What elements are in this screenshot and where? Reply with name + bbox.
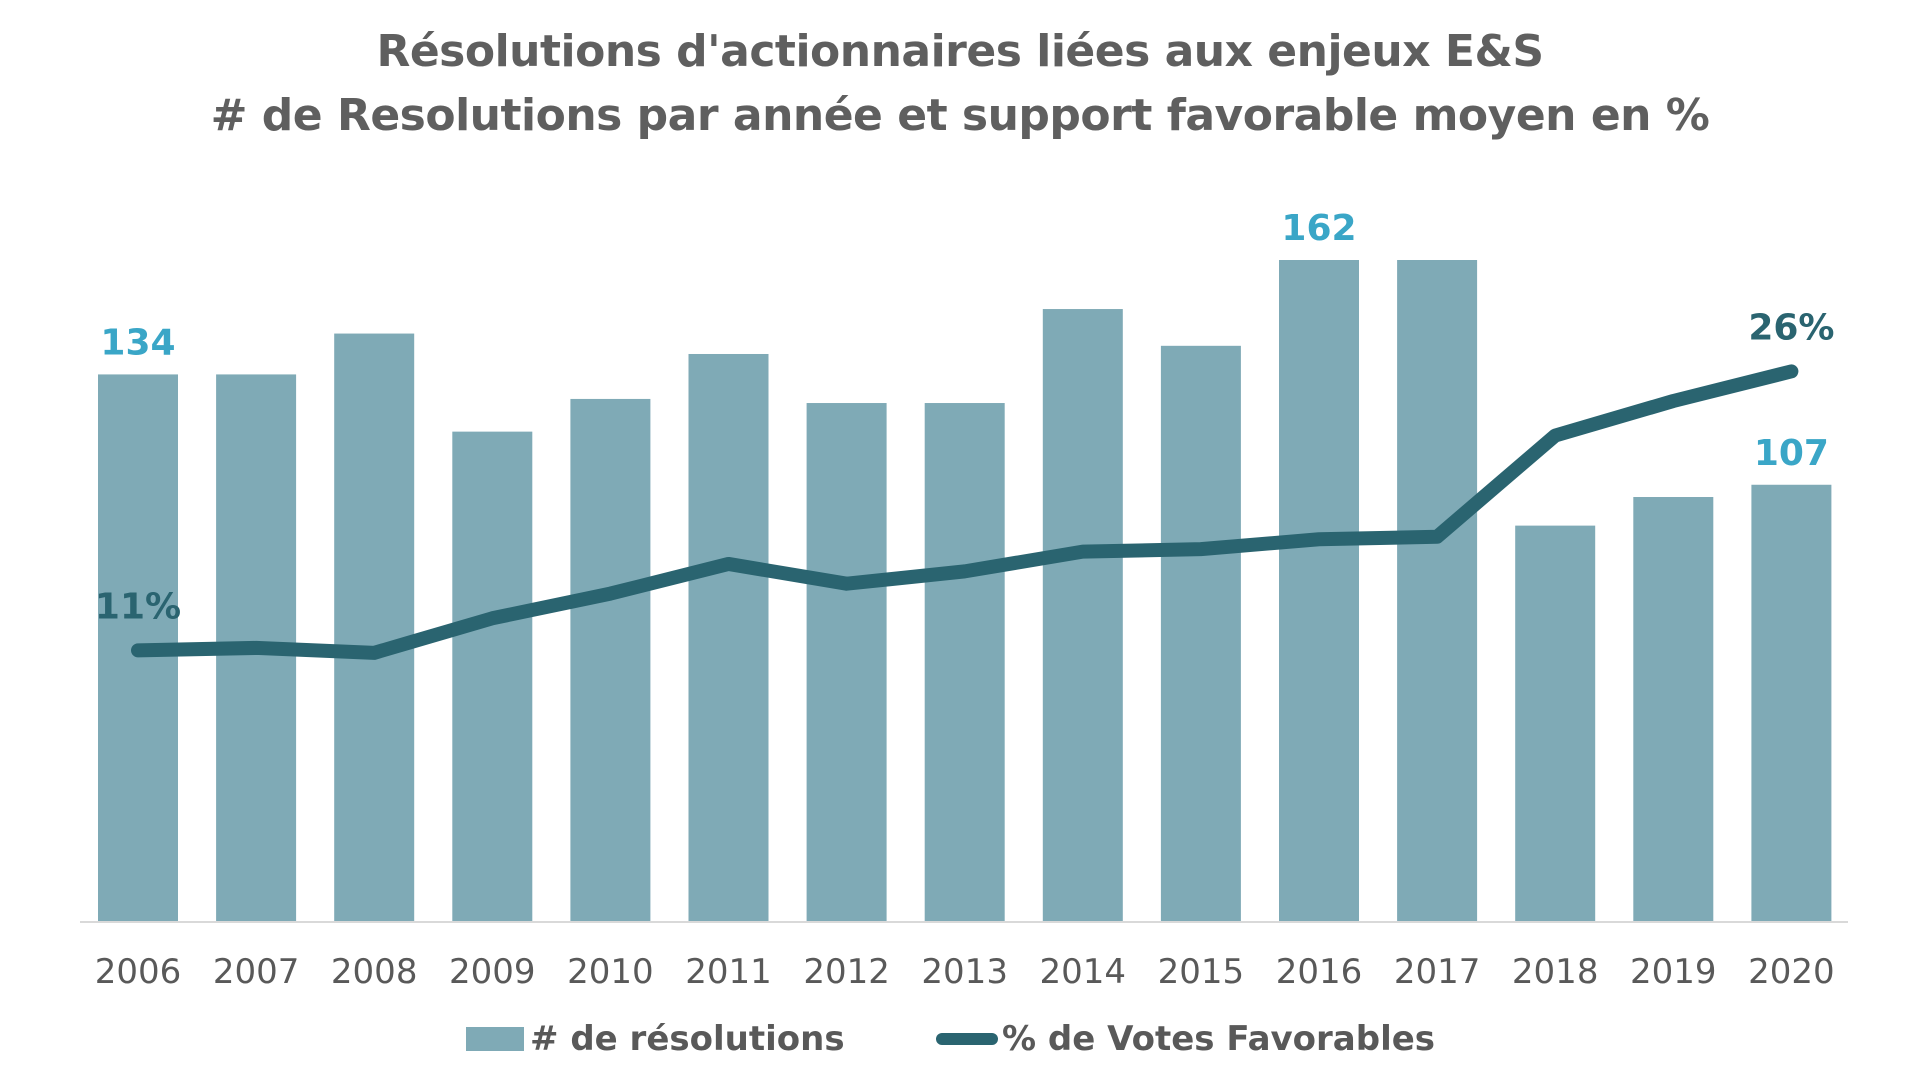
bar-data-label-2006: 134	[100, 322, 175, 363]
x-tick-label-2013: 2013	[921, 952, 1008, 992]
bar-2009	[452, 431, 533, 922]
line-data-label-2020: 26%	[1748, 307, 1834, 348]
bar-2012	[806, 403, 887, 923]
line-point-2011	[727, 562, 730, 565]
chart-title: Résolutions d'actionnaires liées aux enj…	[376, 26, 1544, 77]
line-point-2015	[1199, 548, 1202, 551]
line-point-2020	[1790, 370, 1793, 373]
chart-subtitle: # de Resolutions par année et support fa…	[210, 90, 1710, 141]
x-tick-label-2009: 2009	[449, 952, 536, 992]
bar-2014	[1042, 309, 1123, 922]
bar-2013	[924, 403, 1005, 923]
x-tick-label-2016: 2016	[1276, 952, 1363, 992]
line-point-2008	[373, 651, 376, 654]
bar-2011	[688, 353, 769, 922]
line-point-2012	[845, 582, 848, 585]
line-data-label-2006: 11%	[95, 586, 181, 627]
x-tick-label-2015: 2015	[1158, 952, 1245, 992]
bar-2010	[570, 398, 651, 923]
bar-data-label-2016: 162	[1281, 208, 1356, 249]
bar-2015	[1160, 345, 1241, 922]
line-point-2018	[1554, 434, 1557, 437]
bar-2016	[1279, 260, 1359, 922]
line-point-2010	[609, 592, 612, 595]
line-point-2009	[491, 617, 494, 620]
x-tick-label-2018: 2018	[1512, 952, 1599, 992]
line-point-2013	[963, 570, 966, 573]
line-point-2014	[1081, 550, 1084, 553]
legend-bar-label: # de résolutions	[530, 1019, 845, 1059]
bar-2019	[1633, 497, 1714, 922]
bar-2017	[1397, 260, 1478, 922]
x-tick-label-2017: 2017	[1394, 952, 1481, 992]
legend-line-swatch	[936, 1033, 998, 1045]
line-point-2006	[137, 649, 139, 652]
x-tick-label-2007: 2007	[213, 952, 300, 992]
bar-2018	[1515, 525, 1596, 922]
legend-item-resolutions: # de résolutions	[466, 1014, 845, 1064]
bar-2020	[1751, 484, 1832, 922]
bar-data-label-2020: 107	[1754, 433, 1829, 474]
x-tick-label-2014: 2014	[1040, 952, 1127, 992]
line-point-2017	[1436, 535, 1439, 538]
x-tick-label-2020: 2020	[1748, 952, 1835, 992]
x-tick-label-2019: 2019	[1630, 952, 1717, 992]
line-point-2016	[1318, 538, 1320, 541]
line-point-2019	[1672, 399, 1675, 402]
legend-line-label: % de Votes Favorables	[1002, 1019, 1436, 1059]
line-point-2007	[255, 646, 258, 649]
bar-2008	[334, 333, 415, 922]
legend-item-votes: % de Votes Favorables	[936, 1014, 1435, 1064]
x-tick-label-2006: 2006	[95, 952, 182, 992]
x-tick-label-2012: 2012	[803, 952, 890, 992]
x-tick-label-2010: 2010	[567, 952, 654, 992]
x-tick-label-2008: 2008	[331, 952, 418, 992]
x-tick-label-2011: 2011	[685, 952, 772, 992]
legend-bar-swatch	[466, 1027, 524, 1051]
